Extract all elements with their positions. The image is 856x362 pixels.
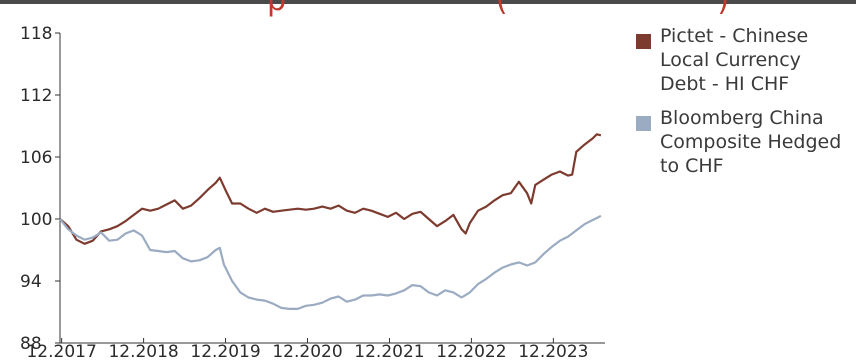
y-tick-label: 118 xyxy=(20,24,52,44)
legend: Pictet - Chinese Local Currency Debt - H… xyxy=(636,24,851,188)
y-tick-label: 94 xyxy=(20,272,42,292)
y-tick-label: 112 xyxy=(20,86,52,106)
x-tick-label: 12.2021 xyxy=(354,342,424,362)
series-line-bloomberg xyxy=(59,214,602,310)
chart-title: p ( ) xyxy=(0,0,730,18)
top-rule xyxy=(0,0,856,4)
series-line-pictet xyxy=(59,133,602,245)
legend-swatch-bloomberg xyxy=(636,116,651,131)
x-tick-label: 12.2020 xyxy=(272,342,342,362)
x-tick-label: 12.2022 xyxy=(436,342,506,362)
legend-item-pictet: Pictet - Chinese Local Currency Debt - H… xyxy=(636,24,851,96)
axes: 88 94 100 106 112 118 12.2017 12.2018 12.2019 12.… xyxy=(20,24,605,362)
legend-label-pictet: Pictet - Chinese Local Currency Debt - H… xyxy=(660,25,809,95)
x-tick-label: 12.2019 xyxy=(190,342,260,362)
legend-item-bloomberg: Bloomberg China Composite Hedged to CHF xyxy=(636,106,851,178)
x-tick-label: 12.2023 xyxy=(518,342,588,362)
x-tick-label: 12.2018 xyxy=(108,342,178,362)
y-tick-label: 88 xyxy=(20,334,42,354)
line-chart: 88 94 100 106 112 118 12.2017 12.2018 12.2019 12.… xyxy=(20,24,605,362)
legend-swatch-pictet xyxy=(636,34,651,49)
y-tick-label: 100 xyxy=(20,210,52,230)
y-tick-label: 106 xyxy=(20,148,52,168)
x-tick-label: 12.2017 xyxy=(26,342,96,362)
legend-label-bloomberg: Bloomberg China Composite Hedged to CHF xyxy=(660,107,842,177)
series-layer xyxy=(59,133,602,310)
